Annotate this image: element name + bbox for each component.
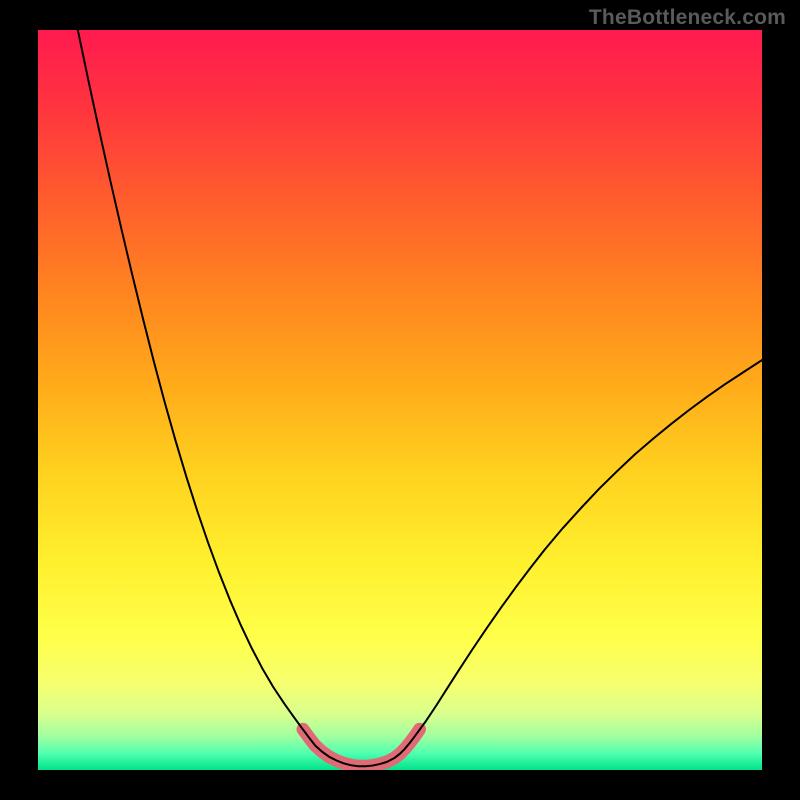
highlight-curve	[303, 729, 420, 766]
curve-layer	[38, 30, 762, 770]
watermark-text: TheBottleneck.com	[589, 6, 786, 30]
figure-container: TheBottleneck.com	[0, 0, 800, 800]
main-curve	[78, 30, 762, 766]
plot-area	[38, 30, 762, 770]
